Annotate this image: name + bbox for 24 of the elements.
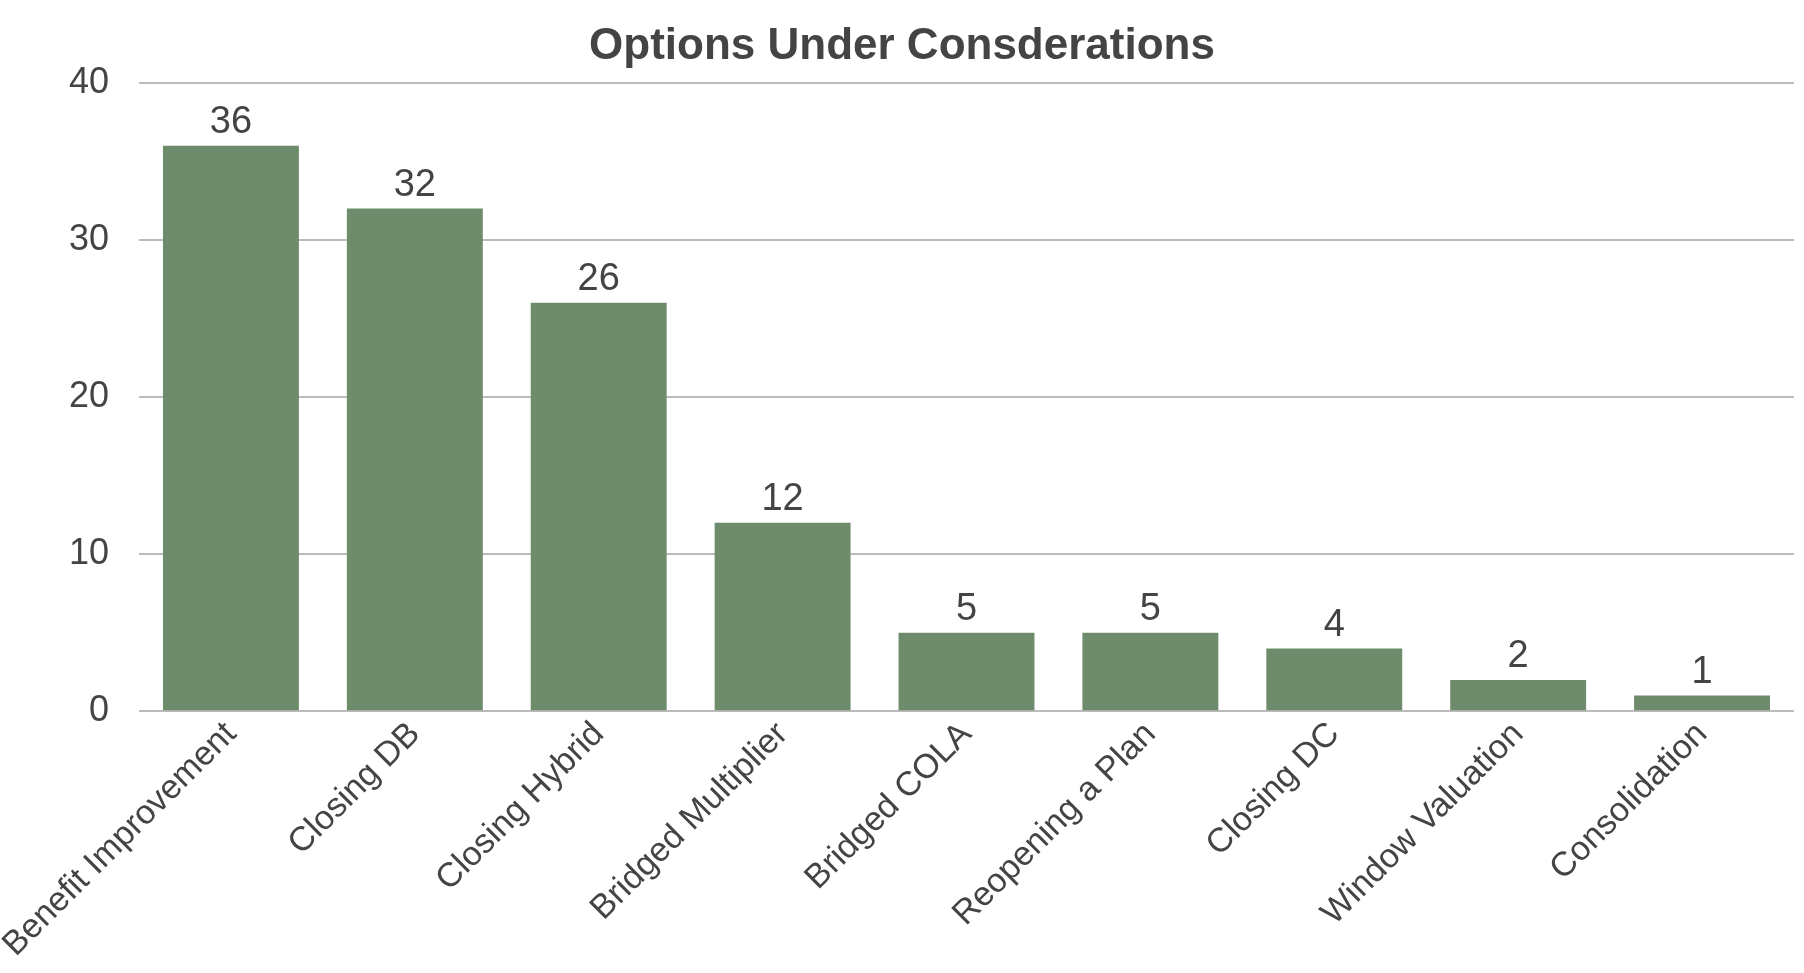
y-tick-label: 20 xyxy=(68,373,109,415)
y-tick-label: 40 xyxy=(68,59,109,101)
bar xyxy=(346,208,483,711)
bar xyxy=(1450,679,1587,711)
data-label: 4 xyxy=(1323,601,1345,644)
data-label: 5 xyxy=(955,586,978,629)
bar xyxy=(714,522,851,711)
data-label: 2 xyxy=(1507,633,1529,676)
y-tick-label: 30 xyxy=(68,216,109,258)
bar xyxy=(1266,648,1403,711)
data-label: 5 xyxy=(1139,586,1161,629)
data-label: 1 xyxy=(1691,649,1713,692)
bar xyxy=(530,302,667,711)
bar xyxy=(898,632,1035,711)
data-label: 32 xyxy=(393,161,436,204)
bar xyxy=(1082,632,1219,711)
data-label: 36 xyxy=(209,99,253,142)
chart-title: Options Under Consderations xyxy=(589,18,1215,68)
y-tick-label: 10 xyxy=(68,531,109,573)
bar xyxy=(162,145,299,711)
data-label: 26 xyxy=(577,256,620,299)
y-tick-label: 0 xyxy=(88,688,109,730)
bar xyxy=(1634,695,1771,711)
data-label: 12 xyxy=(761,476,804,519)
